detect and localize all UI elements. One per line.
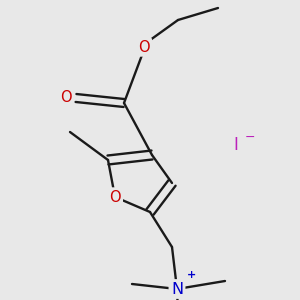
Text: O: O — [109, 190, 121, 205]
Text: −: − — [245, 130, 255, 143]
Text: +: + — [188, 270, 196, 280]
Text: O: O — [60, 91, 72, 106]
Text: N: N — [171, 281, 183, 296]
Text: I: I — [234, 136, 239, 154]
Text: O: O — [138, 40, 150, 55]
